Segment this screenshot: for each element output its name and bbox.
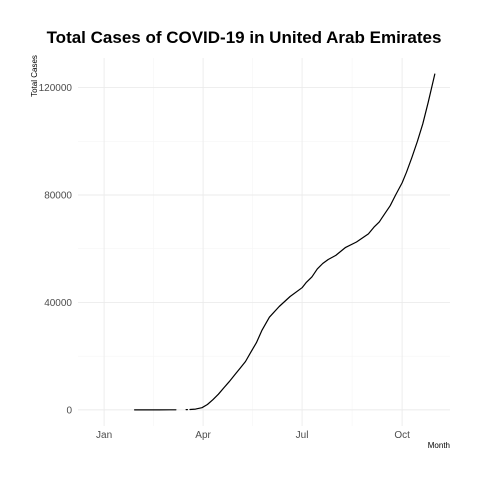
x-tick-label: Jul bbox=[296, 430, 309, 441]
y-tick-label: 80000 bbox=[44, 190, 72, 201]
y-axis-label: Total Cases bbox=[30, 55, 39, 97]
chart-title: Total Cases of COVID-19 in United Arab E… bbox=[47, 28, 442, 47]
x-tick-label: Jan bbox=[96, 430, 112, 441]
x-tick-labels: Jan Apr Jul Oct bbox=[96, 430, 410, 441]
x-tick-label: Apr bbox=[195, 430, 211, 441]
y-tick-label: 40000 bbox=[44, 298, 72, 309]
series-layer bbox=[134, 73, 436, 411]
y-tick-label: 0 bbox=[66, 405, 72, 416]
x-axis-label: Month bbox=[428, 441, 450, 450]
series-line-segment bbox=[189, 73, 436, 411]
y-tick-label: 120000 bbox=[39, 83, 73, 94]
minor-gridlines bbox=[78, 58, 450, 426]
major-gridlines bbox=[78, 58, 450, 426]
x-tick-label: Oct bbox=[394, 430, 410, 441]
y-tick-labels: 0 40000 80000 120000 bbox=[39, 83, 73, 416]
